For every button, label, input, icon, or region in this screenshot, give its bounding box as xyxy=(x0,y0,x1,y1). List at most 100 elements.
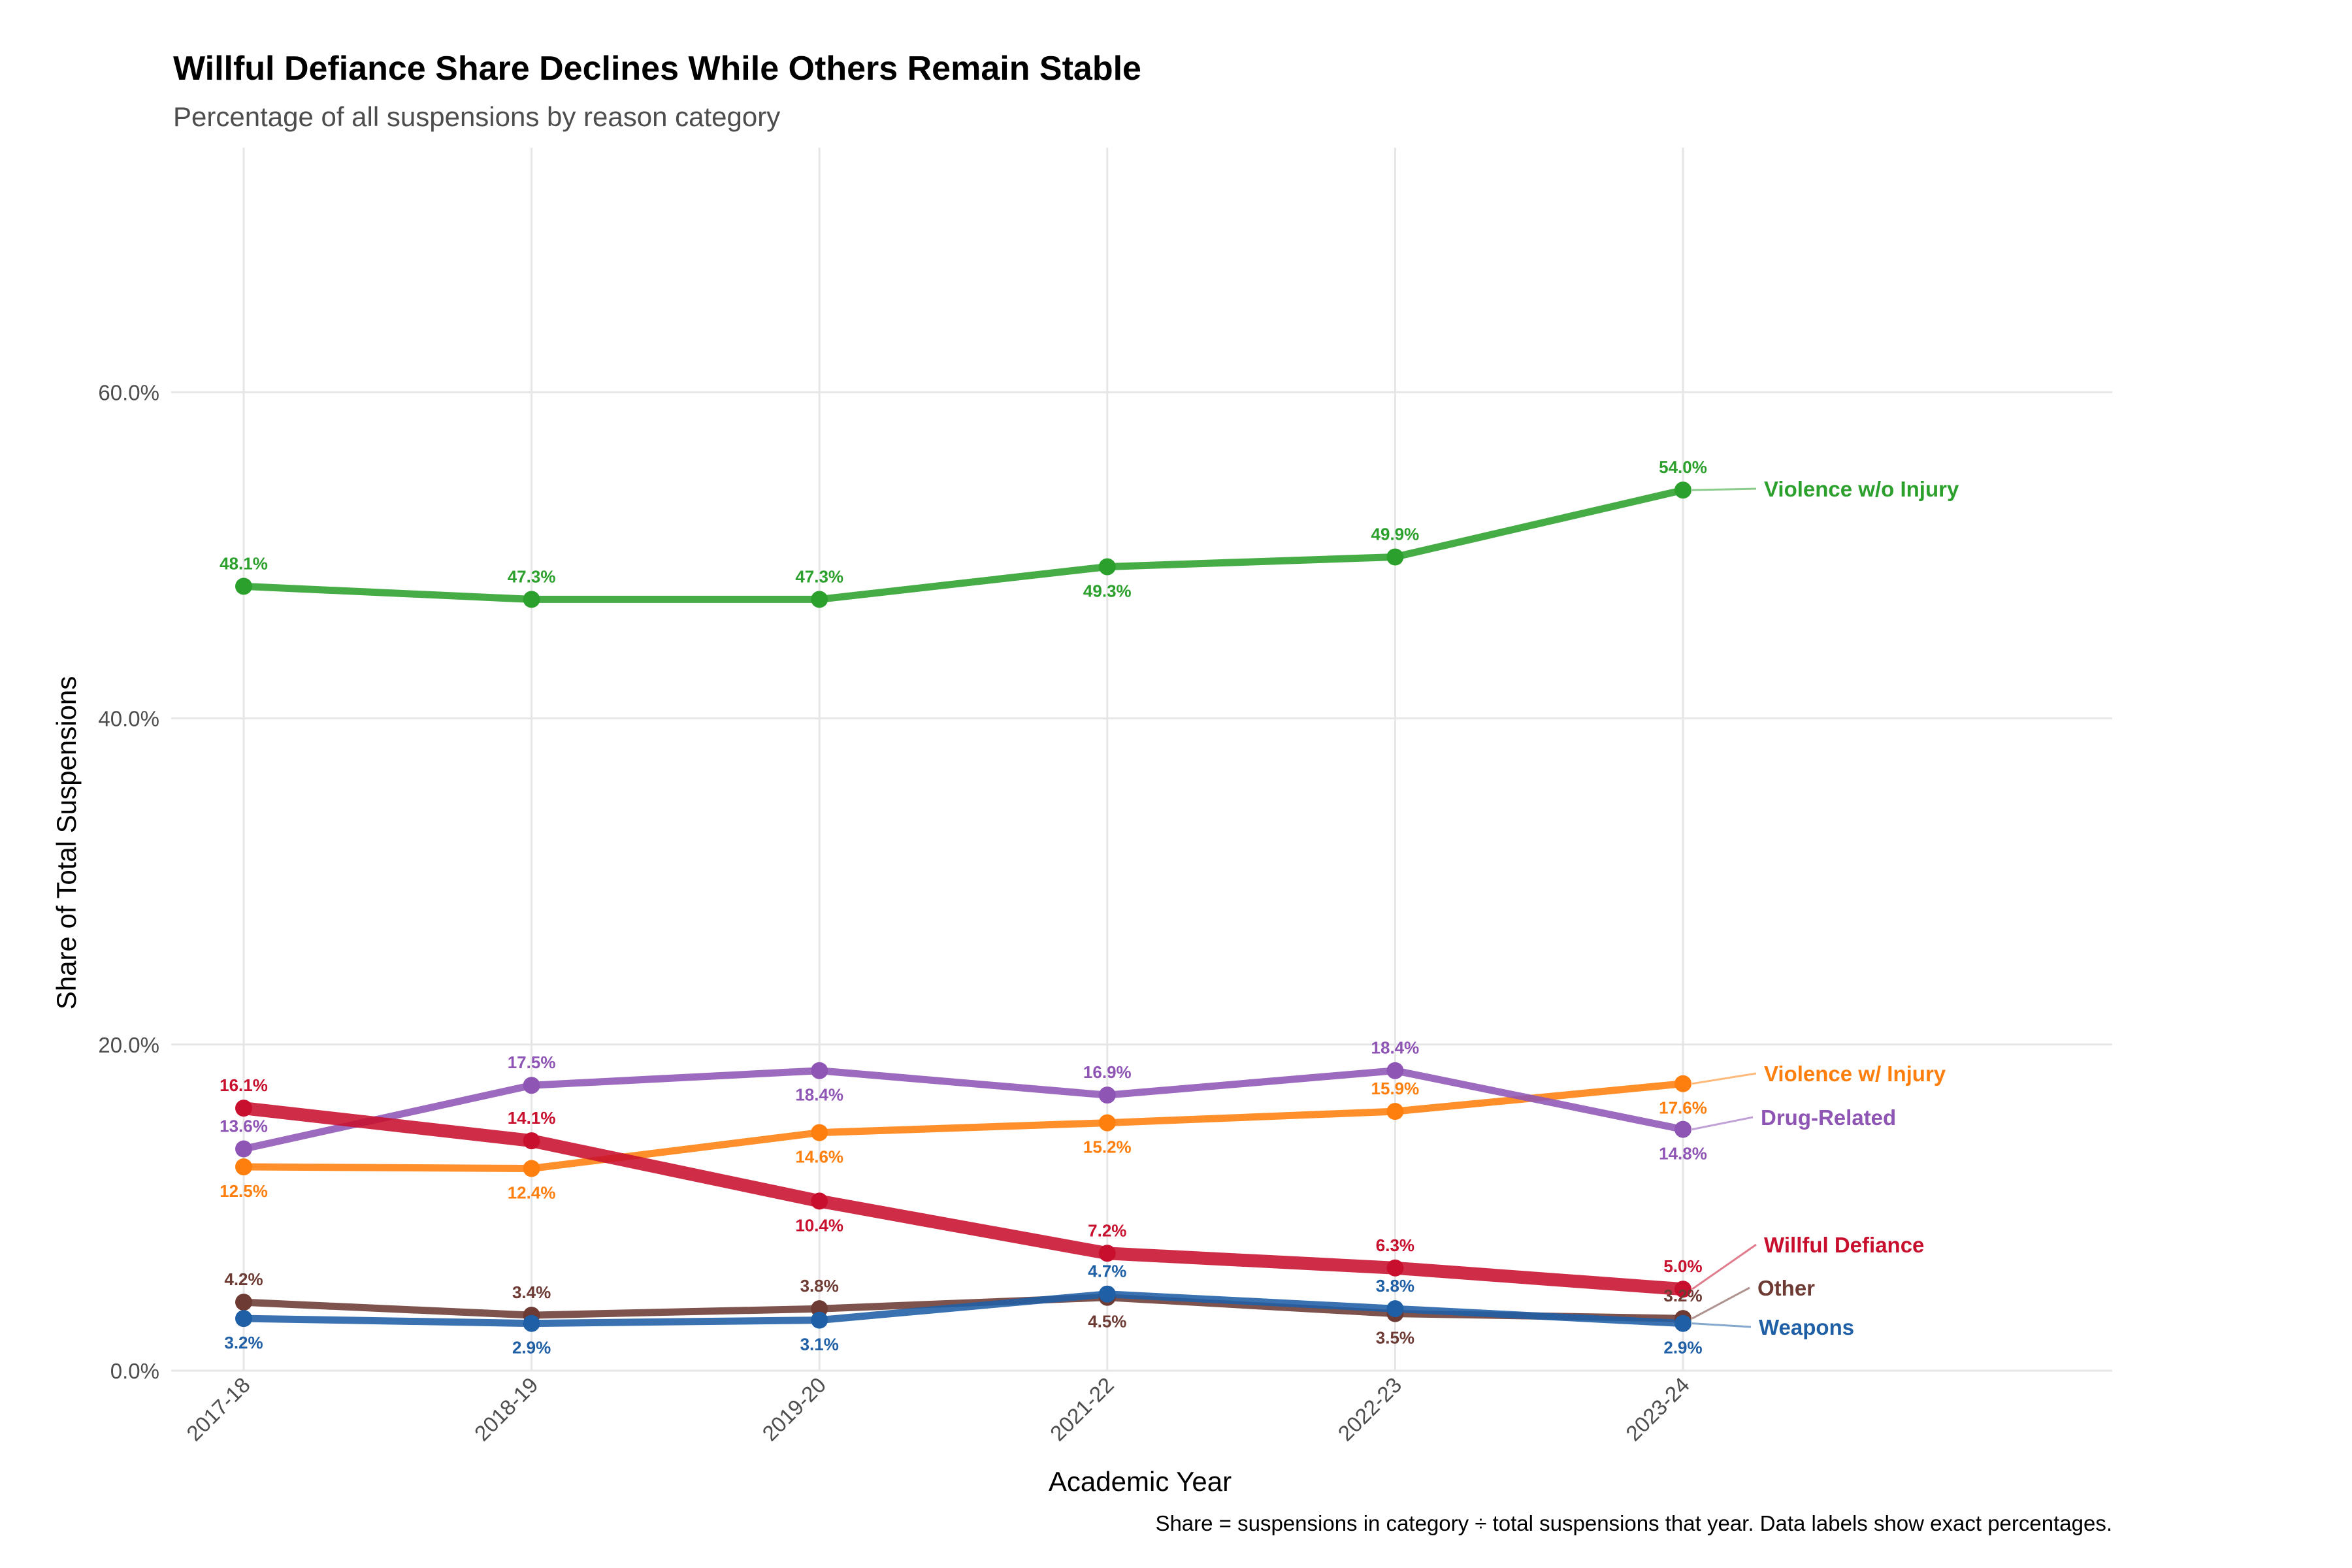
data-point xyxy=(1386,1103,1404,1120)
data-point xyxy=(1674,1281,1691,1298)
data-point xyxy=(811,591,828,608)
x-tick-label: 2017-18 xyxy=(182,1373,255,1446)
data-point xyxy=(1098,1245,1116,1262)
data-label: 3.8% xyxy=(1376,1276,1414,1296)
data-label: 6.3% xyxy=(1376,1235,1414,1255)
chart-subtitle: Percentage of all suspensions by reason … xyxy=(173,101,780,132)
x-axis-ticks: 2017-18 2018-19 2019-20 2021-22 2022-23 2023-… xyxy=(182,1373,1694,1446)
y-tick-label: 20.0% xyxy=(98,1033,159,1057)
data-point xyxy=(523,1077,540,1094)
data-point xyxy=(1386,548,1404,566)
data-label: 12.5% xyxy=(220,1181,268,1201)
data-label: 4.2% xyxy=(224,1269,263,1289)
y-axis-ticks: 0.0% 20.0% 40.0% 60.0% xyxy=(98,380,159,1383)
data-label: 54.0% xyxy=(1659,457,1707,477)
data-point xyxy=(1674,1120,1691,1138)
label-connectors xyxy=(1691,487,1757,1328)
data-label: 15.9% xyxy=(1371,1079,1420,1098)
label-connector xyxy=(1691,1243,1757,1290)
data-point xyxy=(1098,558,1116,576)
data-point xyxy=(1674,1315,1691,1332)
data-label: 7.2% xyxy=(1088,1220,1126,1240)
data-label: 2.9% xyxy=(1663,1338,1702,1358)
data-point xyxy=(1386,1259,1404,1277)
series-lines xyxy=(237,486,1690,1328)
y-tick-label: 40.0% xyxy=(98,707,159,731)
data-label: 3.4% xyxy=(512,1282,551,1302)
data-points xyxy=(235,482,1691,1332)
data-label: 47.3% xyxy=(795,566,843,586)
data-label: 3.8% xyxy=(800,1276,839,1296)
label-connector xyxy=(1691,1116,1754,1131)
data-label: 14.8% xyxy=(1659,1144,1707,1164)
data-point xyxy=(1098,1086,1116,1104)
data-label: 49.3% xyxy=(1083,581,1132,600)
data-label: 5.0% xyxy=(1663,1256,1702,1276)
data-label: 13.6% xyxy=(220,1117,268,1136)
data-point xyxy=(1386,1062,1404,1079)
gridlines xyxy=(171,148,2112,1372)
data-point xyxy=(1674,1075,1691,1092)
data-label: 2.9% xyxy=(512,1338,551,1358)
data-label: 3.1% xyxy=(800,1335,839,1354)
y-axis-title: Share of Total Suspensions xyxy=(51,676,82,1010)
data-point xyxy=(523,1315,540,1332)
data-point xyxy=(1098,1114,1116,1132)
series-end-label: Willful Defiance xyxy=(1764,1233,1924,1257)
data-point xyxy=(811,1124,828,1141)
series-line xyxy=(240,1290,1687,1328)
data-label: 16.9% xyxy=(1083,1062,1132,1082)
data-point xyxy=(1386,1300,1404,1318)
data-label: 14.1% xyxy=(508,1108,556,1128)
series-end-label: Weapons xyxy=(1759,1315,1854,1339)
y-tick-label: 60.0% xyxy=(98,380,159,404)
data-label: 17.5% xyxy=(508,1053,556,1072)
x-tick-label: 2022-23 xyxy=(1333,1373,1407,1446)
data-point xyxy=(235,1140,252,1158)
y-tick-label: 0.0% xyxy=(110,1359,159,1383)
data-point xyxy=(235,1310,252,1328)
data-point xyxy=(1674,482,1691,499)
data-label: 15.2% xyxy=(1083,1137,1132,1157)
data-label: 18.4% xyxy=(1371,1038,1420,1058)
data-point xyxy=(1098,1285,1116,1303)
x-tick-label: 2021-22 xyxy=(1045,1373,1119,1446)
data-point xyxy=(811,1311,828,1329)
data-point xyxy=(235,1100,252,1117)
data-label: 17.6% xyxy=(1659,1098,1707,1118)
data-label: 3.5% xyxy=(1376,1328,1414,1348)
data-label: 18.4% xyxy=(795,1085,843,1105)
chart-title: Willful Defiance Share Declines While Ot… xyxy=(173,50,1141,88)
series-end-label: Violence w/ Injury xyxy=(1764,1062,1946,1086)
data-label: 16.1% xyxy=(220,1075,268,1095)
series-line xyxy=(240,486,1687,603)
data-point xyxy=(235,1158,252,1175)
label-connector xyxy=(1691,1322,1752,1328)
data-label: 14.6% xyxy=(795,1147,843,1167)
series-end-labels: Violence w/o Injury Violence w/ Injury Dru… xyxy=(1757,477,1959,1339)
data-labels: 48.1% 47.3% 47.3% 49.3% 49.9% 54.0% 12.5% 12.4%… xyxy=(220,457,1707,1357)
data-label: 12.4% xyxy=(508,1183,556,1202)
data-point xyxy=(811,1062,828,1079)
data-label: 10.4% xyxy=(795,1215,843,1235)
data-point xyxy=(811,1192,828,1210)
series-line xyxy=(240,1067,1687,1152)
data-point xyxy=(523,1132,540,1150)
series-line xyxy=(237,1102,1690,1296)
label-connector xyxy=(1691,1286,1750,1320)
x-tick-label: 2018-19 xyxy=(470,1373,543,1446)
x-axis-title: Academic Year xyxy=(1049,1466,1232,1497)
data-point xyxy=(523,1160,540,1177)
series-end-label: Other xyxy=(1757,1276,1815,1300)
data-point xyxy=(235,1294,252,1311)
label-connector xyxy=(1691,1072,1757,1085)
data-point xyxy=(235,578,252,595)
series-line xyxy=(240,1080,1687,1172)
data-label: 4.7% xyxy=(1088,1262,1126,1281)
data-label: 3.2% xyxy=(224,1333,263,1352)
x-tick-label: 2019-20 xyxy=(757,1373,830,1446)
data-label: 48.1% xyxy=(220,553,268,573)
data-label: 4.5% xyxy=(1088,1312,1126,1331)
